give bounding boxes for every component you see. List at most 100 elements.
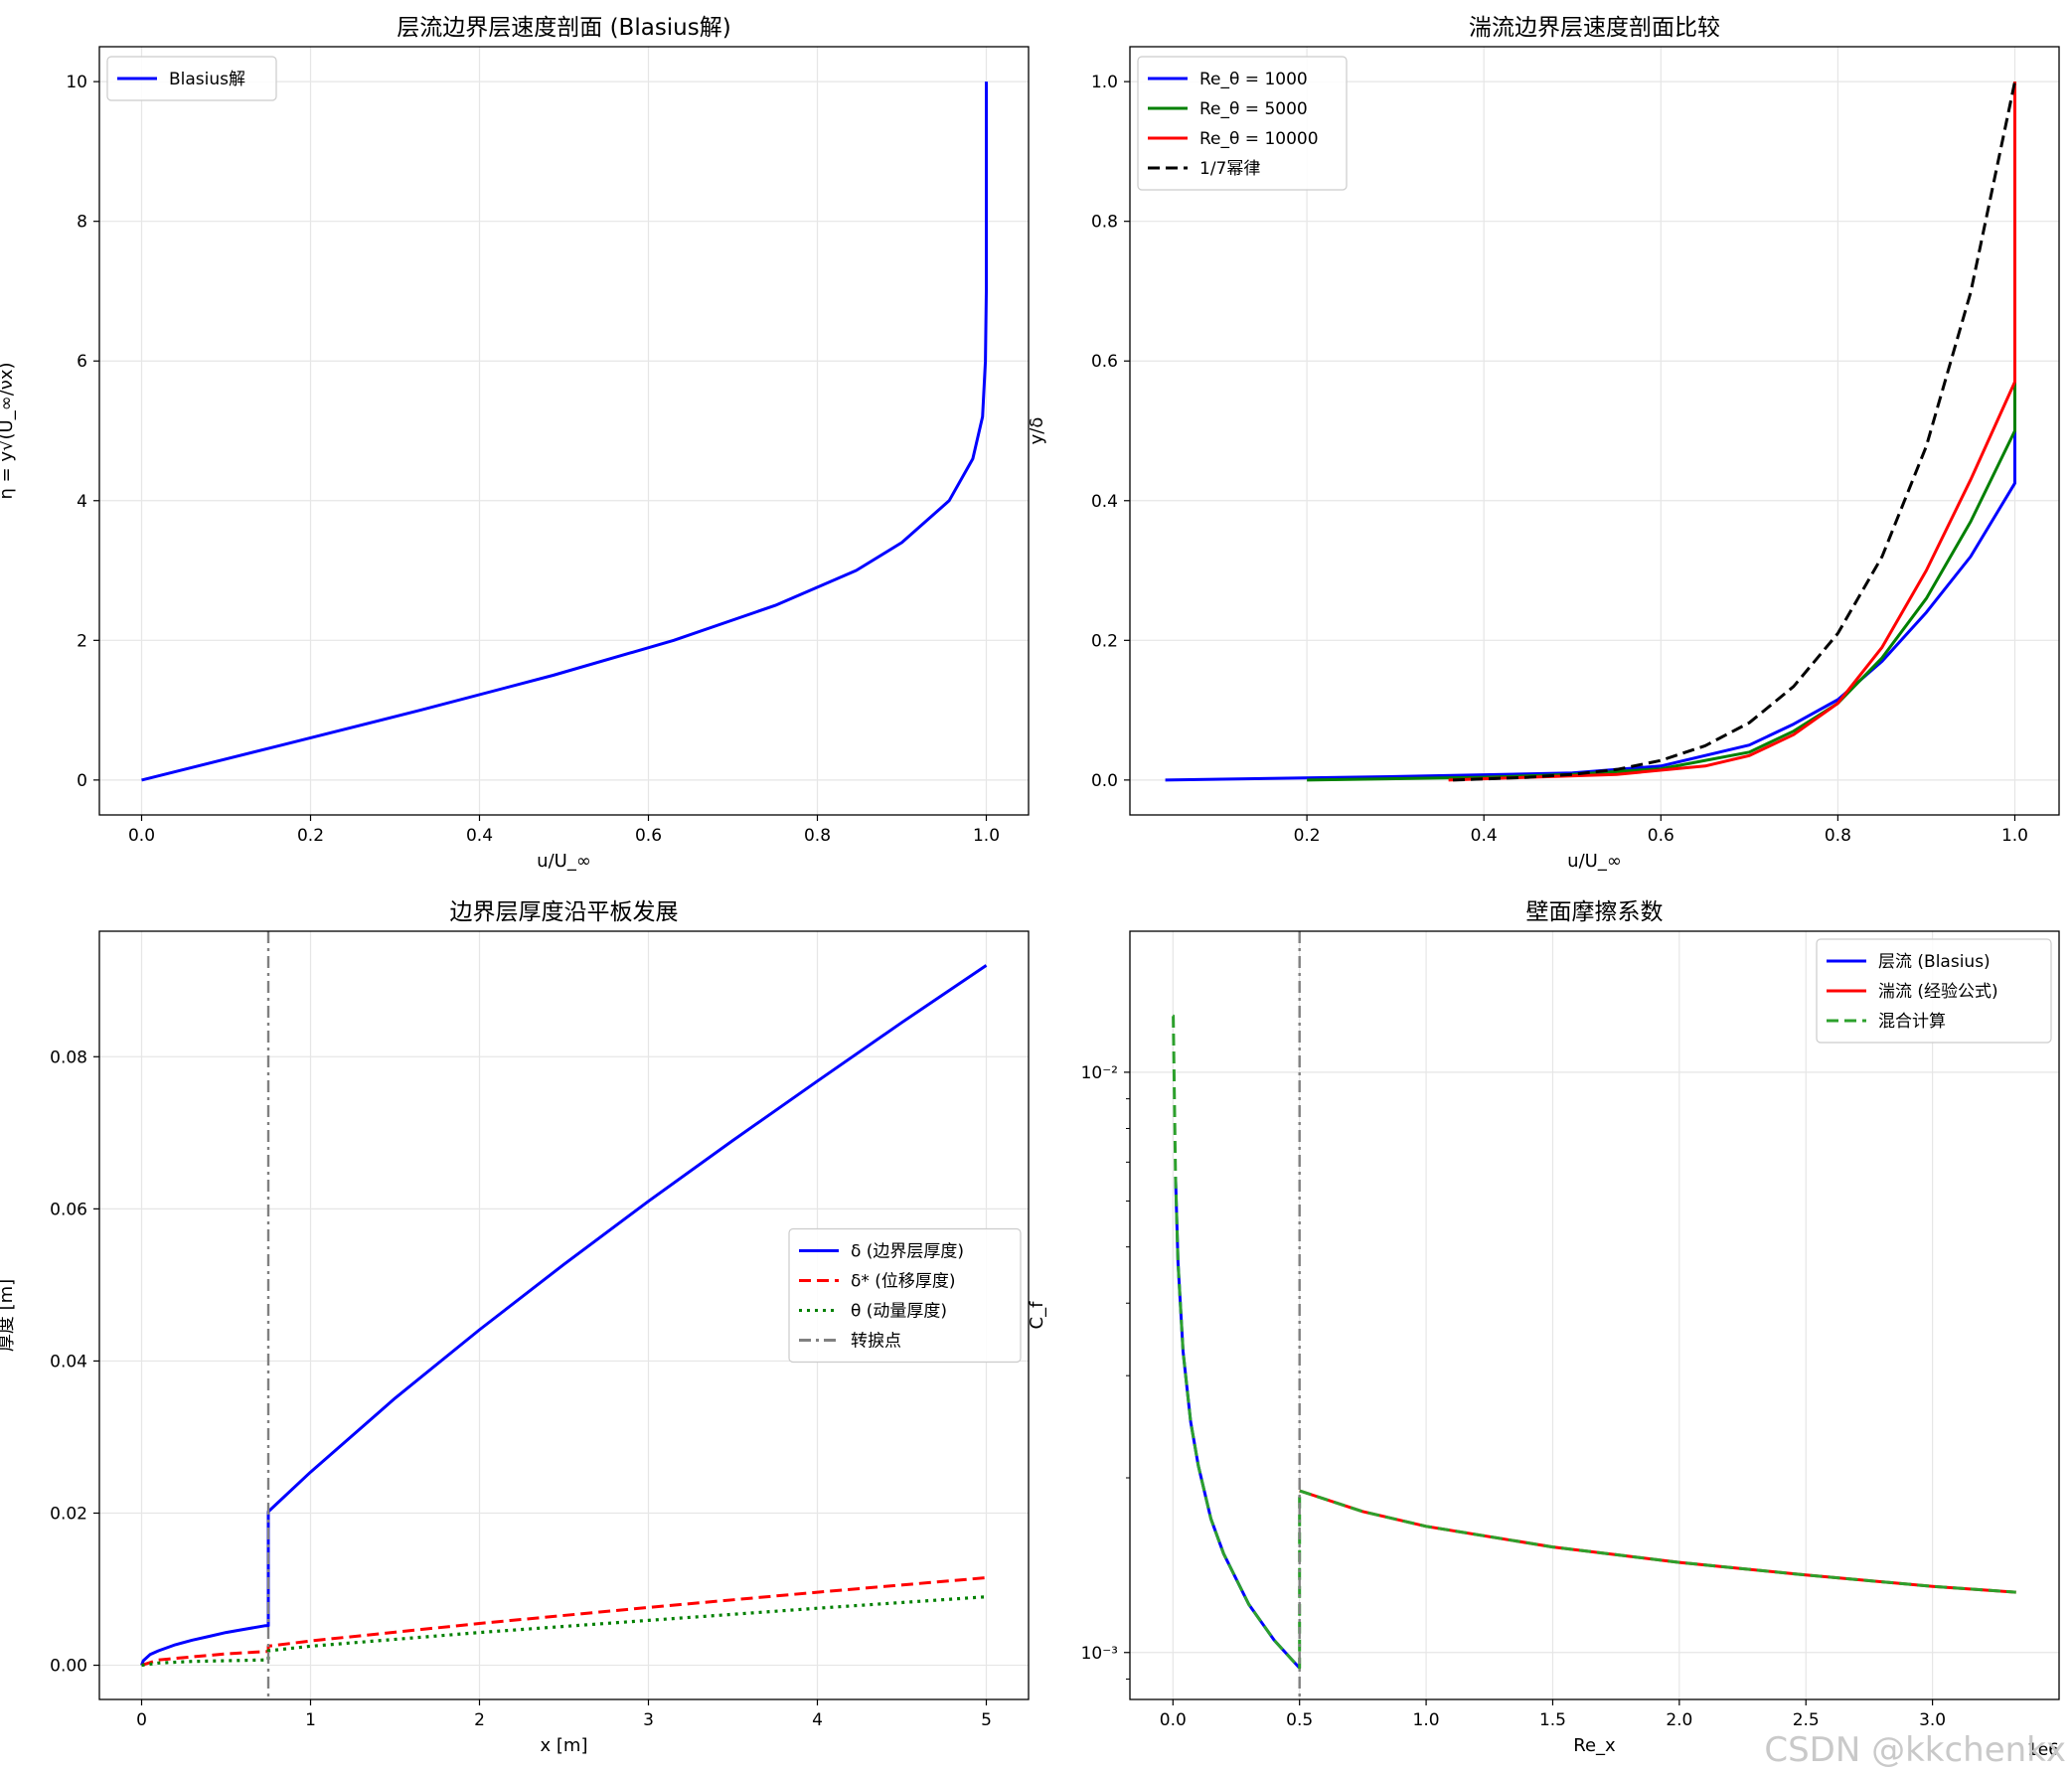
series-line-2 [1299, 1489, 2016, 1594]
legend-label: δ* (位移厚度) [851, 1272, 956, 1292]
y-tick-label: 4 [77, 492, 87, 512]
series-group [1165, 81, 2016, 782]
y-tick-label: 0.2 [1091, 631, 1118, 651]
y-tick-label: 0.0 [1091, 771, 1118, 791]
series-line-1 [1165, 81, 2016, 782]
series-group [1172, 931, 2016, 1699]
x-tick-label: 0.2 [297, 826, 324, 846]
x-tick-label: 3 [643, 1710, 654, 1730]
axes-frame [1129, 930, 2060, 1700]
legend-box [788, 1227, 1022, 1364]
y-tick-label: 10 [66, 73, 87, 92]
chart-2: 0.2 0.4 0.6 0.8 1.0 0.0 0.2 0.4 0.6 0.8 1.0 湍流边界层速度… [1027, 15, 2060, 872]
chart-4: 0.0 0.5 1.0 1.5 2.0 2.5 3.0 10⁻² 10⁻³ 壁面摩擦系数 Re_x C… [1027, 899, 2060, 1760]
y-tick-label: 6 [77, 352, 87, 372]
legend-label: Blasius解 [169, 70, 245, 89]
x-tick-label: 1 [305, 1710, 316, 1730]
series-line-4 [1452, 81, 2016, 782]
x-tick-label: 0.4 [1471, 826, 1498, 846]
legend-box [1137, 56, 1348, 191]
series-line-1 [1174, 1177, 1301, 1670]
gridlines [99, 47, 1029, 815]
x-tick-label: 2.5 [1793, 1710, 1820, 1730]
y-tick-label: 0.04 [50, 1352, 87, 1371]
y-tick-label: 0.6 [1091, 352, 1118, 372]
x-axis-label: u/U_∞ [537, 851, 591, 872]
x-tick-label: 0 [136, 1710, 147, 1730]
chart-title: 壁面摩擦系数 [1526, 899, 1664, 925]
y-tick-label: 0.4 [1091, 492, 1118, 512]
y-tick-label: 2 [77, 631, 87, 651]
x-tick-label: 4 [812, 1710, 823, 1730]
x-tick-label: 3.0 [1919, 1710, 1946, 1730]
y-axis-label: y/δ [1027, 417, 1047, 445]
x-tick-label: 2 [474, 1710, 485, 1730]
legend-label: Re_θ = 5000 [1199, 99, 1308, 119]
x-tick-label: 0.2 [1294, 826, 1321, 846]
axes-frame [1129, 46, 2060, 816]
legend-label: 混合计算 [1878, 1012, 1946, 1032]
y-tick-label: 10⁻² [1081, 1063, 1118, 1083]
series-line-3 [1172, 1014, 2016, 1670]
y-tick-label: 1.0 [1091, 73, 1118, 92]
y-axis-label: η = y√(U_∞/νx) [0, 362, 17, 499]
chart-3: 0 1 2 3 4 5 0.00 0.02 0.04 0.06 0.08 边界层厚度沿平板发展 x [m… [0, 899, 1030, 1756]
x-tick-label: 0.4 [466, 826, 493, 846]
x-axis-label: x [m] [541, 1735, 588, 1756]
legend: Re_θ = 1000 Re_θ = 5000 Re_θ = 10000 1/7幂律 [1137, 56, 1348, 191]
y-tick-label: 0.00 [50, 1657, 87, 1677]
x-axis-label: u/U_∞ [1567, 851, 1622, 872]
y-tick-label: 10⁻³ [1081, 1644, 1118, 1664]
chart-title: 湍流边界层速度剖面比较 [1469, 15, 1720, 41]
series-group [141, 81, 988, 782]
legend-label: 层流 (Blasius) [1878, 952, 1991, 972]
y-tick-label: 0.08 [50, 1048, 87, 1067]
legend-label: Re_θ = 10000 [1199, 129, 1319, 149]
x-tick-label: 1.0 [973, 826, 1000, 846]
x-tick-label: 1.5 [1539, 1710, 1566, 1730]
x-tick-label: 0.6 [635, 826, 662, 846]
y-tick-label: 8 [77, 213, 87, 233]
x-tick-label: 0.5 [1286, 1710, 1313, 1730]
legend: Blasius解 [106, 56, 277, 101]
legend-label: Re_θ = 1000 [1199, 70, 1308, 89]
y-axis-label: 厚度 [m] [0, 1279, 17, 1352]
legend-label: 1/7幂律 [1199, 159, 1260, 179]
legend-box [1816, 938, 2052, 1044]
series-group [140, 931, 988, 1699]
series-line-1 [140, 964, 988, 1667]
x-tick-label: 0.0 [1160, 1710, 1187, 1730]
series-line-2 [141, 1576, 987, 1668]
x-tick-label: 0.0 [128, 826, 155, 846]
y-tick-label: 0.02 [50, 1504, 87, 1524]
x-axis-multiplier: 1e6 [2027, 1740, 2059, 1760]
watermark: CSDN @kkchenkx [1764, 1730, 2066, 1770]
legend-box [106, 56, 277, 101]
x-axis-label: Re_x [1573, 1735, 1616, 1756]
x-tick-label: 2.0 [1666, 1710, 1692, 1730]
legend-label: 湍流 (经验公式) [1878, 982, 1998, 1002]
legend-label: θ (动量厚度) [851, 1302, 947, 1322]
legend: 层流 (Blasius) 湍流 (经验公式) 混合计算 [1816, 938, 2052, 1044]
y-tick-label: 0.8 [1091, 213, 1118, 233]
legend-label: δ (边界层厚度) [851, 1242, 964, 1262]
series-line-1 [141, 81, 988, 782]
x-tick-label: 5 [981, 1710, 992, 1730]
legend-label: 转捩点 [851, 1332, 901, 1352]
chart-title: 层流边界层速度剖面 (Blasius解) [397, 15, 730, 41]
y-axis-label: C_f [1027, 1301, 1047, 1330]
x-tick-label: 0.6 [1648, 826, 1674, 846]
legend: δ (边界层厚度) δ* (位移厚度) θ (动量厚度) 转捩点 [788, 1227, 1022, 1364]
chart-1: 0.0 0.2 0.4 0.6 0.8 1.0 0 2 4 6 8 10 层流边界层速度剖面 (Blas… [0, 15, 1030, 872]
series-line-3 [1448, 81, 2016, 782]
x-tick-label: 1.0 [2001, 826, 2028, 846]
x-tick-label: 1.0 [1413, 1710, 1440, 1730]
axes-frame [98, 930, 1030, 1700]
x-tick-label: 0.8 [1825, 826, 1851, 846]
y-tick-label: 0 [77, 771, 87, 791]
axes-frame [98, 46, 1030, 816]
x-tick-label: 0.8 [804, 826, 831, 846]
chart-title: 边界层厚度沿平板发展 [450, 899, 679, 925]
y-tick-label: 0.06 [50, 1200, 87, 1219]
